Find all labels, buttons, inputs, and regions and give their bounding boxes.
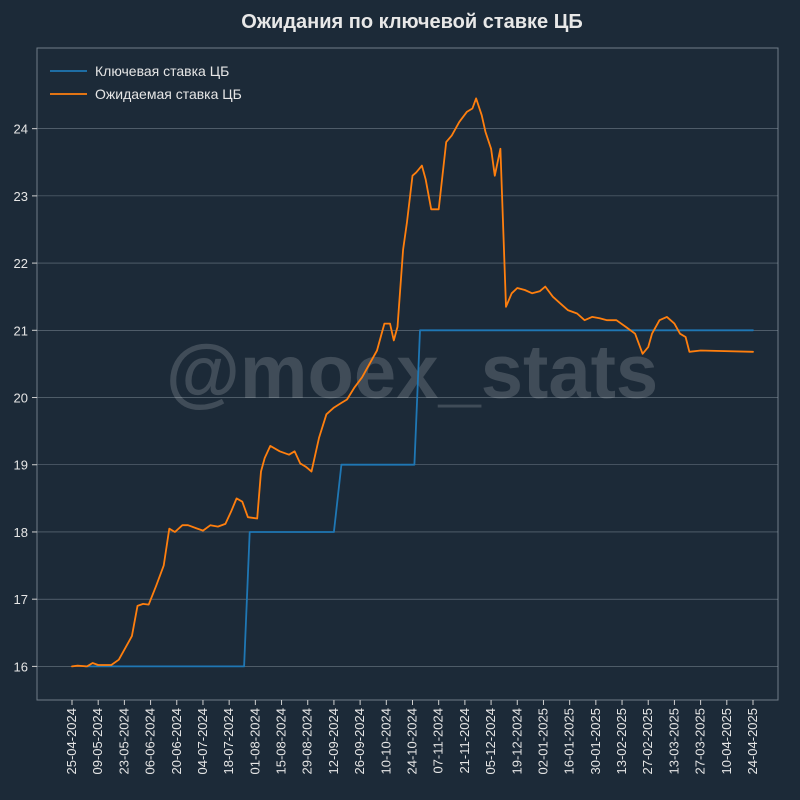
x-axis: 25-04-2024 09-05-2024 23-05-2024 06-06-2024…: [64, 700, 760, 775]
y-tick-label: 21: [14, 323, 28, 338]
plot-area: [36, 47, 779, 701]
legend-label: Ожидаемая ставка ЦБ: [95, 86, 242, 102]
x-tick-label: 12-09-2024: [326, 708, 341, 775]
x-tick-label: 25-04-2024: [64, 708, 79, 775]
x-tick-label: 16-01-2025: [562, 708, 577, 775]
x-tick-label: 29-08-2024: [300, 708, 315, 775]
x-tick-label: 15-08-2024: [274, 708, 289, 775]
x-tick-label: 02-01-2025: [535, 708, 550, 775]
y-axis: 16 17 18 19 20 21 22 23 24: [14, 122, 37, 674]
y-tick-label: 20: [14, 391, 28, 406]
watermark: @moex_stats: [166, 330, 658, 415]
x-tick-label: 10-10-2024: [378, 708, 393, 775]
legend-label: Ключевая ставка ЦБ: [95, 63, 229, 79]
x-tick-label: 30-01-2025: [588, 708, 603, 775]
x-tick-label: 20-06-2024: [169, 708, 184, 775]
y-tick-label: 19: [14, 458, 28, 473]
y-tick-label: 23: [14, 189, 28, 204]
y-tick-label: 17: [14, 592, 28, 607]
x-tick-label: 05-12-2024: [483, 708, 498, 775]
y-tick-label: 16: [14, 659, 28, 674]
y-tick-label: 24: [14, 122, 28, 137]
x-tick-label: 01-08-2024: [247, 708, 262, 775]
y-tick-label: 22: [14, 256, 28, 271]
y-gridlines: [37, 128, 778, 667]
x-tick-label: 23-05-2024: [116, 708, 131, 775]
legend: Ключевая ставка ЦБ Ожидаемая ставка ЦБ: [50, 63, 242, 102]
x-tick-label: 10-04-2025: [719, 708, 734, 775]
x-tick-label: 24-04-2025: [745, 708, 760, 775]
x-tick-label: 26-09-2024: [352, 708, 367, 775]
x-tick-label: 04-07-2024: [195, 708, 210, 775]
key-rate-line: [84, 329, 754, 668]
expected-rate-line: [71, 97, 754, 668]
chart-title: Ожидания по ключевой ставке ЦБ: [241, 11, 582, 33]
x-tick-label: 06-06-2024: [143, 708, 158, 775]
x-tick-label: 09-05-2024: [90, 708, 105, 775]
x-tick-label: 27-03-2025: [693, 708, 708, 775]
x-tick-label: 27-02-2025: [640, 708, 655, 775]
series-lines: [71, 97, 754, 668]
x-tick-label: 21-11-2024: [457, 708, 472, 774]
x-tick-label: 07-11-2024: [431, 708, 446, 774]
x-tick-label: 13-03-2025: [666, 708, 681, 775]
y-tick-label: 18: [14, 525, 28, 540]
x-tick-label: 24-10-2024: [405, 708, 420, 775]
x-tick-label: 18-07-2024: [221, 708, 236, 775]
x-tick-label: 19-12-2024: [509, 708, 524, 775]
x-tick-label: 13-02-2025: [614, 708, 629, 775]
